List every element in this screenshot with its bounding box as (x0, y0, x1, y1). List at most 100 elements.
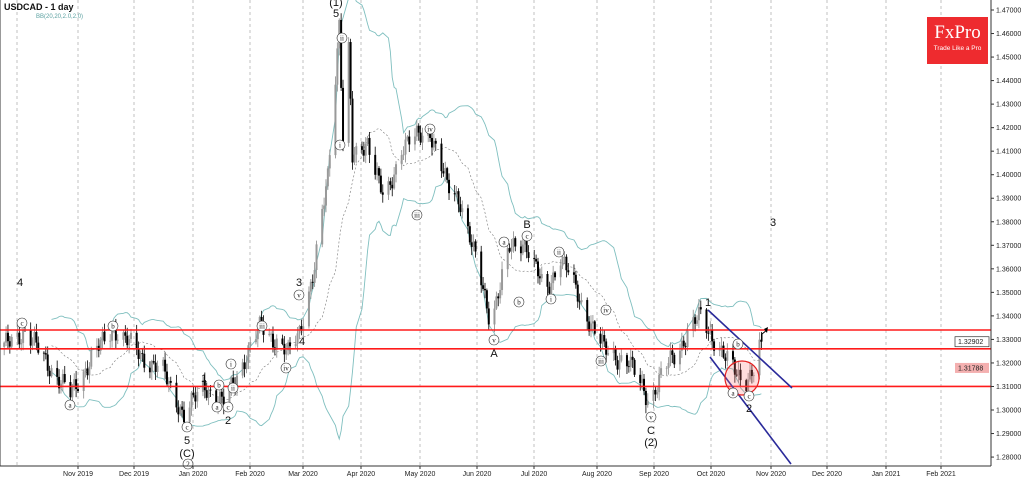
wave-label-circle (727, 387, 739, 399)
wave-label: v (649, 414, 653, 422)
wave-label: ii (340, 35, 344, 43)
candle-body (165, 371, 168, 385)
wave-label-circle (411, 209, 423, 221)
wave-label: ii (231, 385, 235, 393)
candle-body (323, 205, 326, 209)
wave-label: 5 (184, 435, 190, 447)
wave-label-circle (293, 289, 305, 301)
candle-body (256, 328, 259, 340)
candle-body (578, 301, 581, 303)
wave-label: 2 (225, 415, 231, 427)
candle-body (421, 135, 424, 143)
candle-body (667, 362, 670, 368)
candle-body (379, 175, 382, 193)
candle-body (574, 274, 577, 285)
candle-body (342, 87, 345, 143)
candle-body (101, 331, 104, 341)
candle-body (116, 339, 119, 341)
arrow-head-icon (764, 327, 768, 333)
candle-body (533, 257, 536, 260)
wave-label-circle (181, 421, 193, 433)
candle-body (625, 355, 628, 367)
candle-body (164, 359, 167, 372)
y-tick-label: 1.41000 (996, 149, 1021, 156)
candle-body (523, 237, 526, 245)
candle-body (550, 283, 553, 294)
candle-body (485, 290, 488, 309)
candle-body (268, 333, 271, 335)
candle-body (381, 192, 384, 195)
candle-body (430, 137, 433, 148)
wave-label-circle (521, 230, 533, 242)
x-tick-label: Nov 2020 (756, 471, 786, 478)
candle-body (324, 186, 327, 206)
candle-body (313, 269, 316, 283)
current-price-box (954, 336, 990, 348)
candle-body (586, 300, 589, 322)
candle-body (285, 350, 288, 355)
candle-body (167, 380, 170, 385)
candle-body (563, 256, 566, 258)
candle-body (724, 357, 727, 361)
y-tick-label: 1.37000 (996, 243, 1021, 250)
candle-body (493, 308, 496, 325)
wave-label: c (20, 320, 23, 328)
channel-upper-line (707, 309, 793, 389)
candle-body (548, 286, 551, 294)
x-tick-label: Dec 2020 (812, 471, 842, 478)
candle-body (22, 329, 25, 343)
candle-body (607, 353, 610, 355)
wave-label: (C) (179, 448, 194, 460)
x-tick-label: Feb 2021 (926, 471, 956, 478)
candle-body (404, 139, 407, 155)
candle-body (576, 284, 579, 302)
candle-body (559, 265, 562, 278)
candle-body (696, 320, 699, 324)
candle-body (296, 333, 299, 344)
chart-title: USDCAD - 1 day (4, 2, 74, 12)
candle-body (618, 360, 621, 370)
candle-body (16, 332, 19, 337)
candle-body (270, 333, 273, 335)
wave-label-circle (16, 317, 28, 329)
wave-label-circle (222, 401, 234, 413)
candle-body (656, 392, 659, 395)
candle-body (565, 256, 568, 271)
candle-body (222, 396, 225, 408)
candle-body (368, 137, 371, 155)
candle-body (315, 244, 318, 270)
candle-body (3, 342, 6, 347)
candle-body (466, 208, 469, 227)
highlight-circle (724, 360, 760, 396)
candle-body (567, 270, 570, 273)
candle-body (135, 332, 138, 349)
y-tick-label: 1.33000 (996, 337, 1021, 344)
candle-body (387, 181, 390, 195)
wave-label: v (297, 292, 301, 300)
candle-body (376, 168, 379, 175)
x-tick-label: Feb 2020 (235, 471, 265, 478)
y-tick-label: 1.38000 (996, 219, 1021, 226)
candle-body (527, 252, 530, 258)
y-tick-label: 1.42000 (996, 125, 1021, 132)
wave-label: ii (557, 249, 561, 257)
candle-body (37, 342, 40, 353)
candle-body (18, 332, 21, 345)
x-tick-label: Nov 2019 (63, 471, 93, 478)
wave-label: i (550, 296, 552, 304)
x-tick-label: Jun 2020 (463, 471, 492, 478)
wave-label: c (525, 233, 528, 241)
candle-body (499, 290, 502, 299)
candle-body (468, 226, 471, 243)
candle-body (561, 256, 564, 266)
wave-label-circle (211, 401, 223, 413)
candle-body (362, 149, 365, 156)
candle-body (660, 368, 663, 375)
wave-label: 2 (746, 403, 752, 415)
candle-body (627, 366, 630, 368)
wave-label: A (490, 348, 498, 360)
candle-body (232, 377, 235, 386)
x-tick-label: Apr 2020 (347, 471, 376, 478)
candle-body (483, 288, 486, 291)
candle-body (591, 321, 594, 324)
